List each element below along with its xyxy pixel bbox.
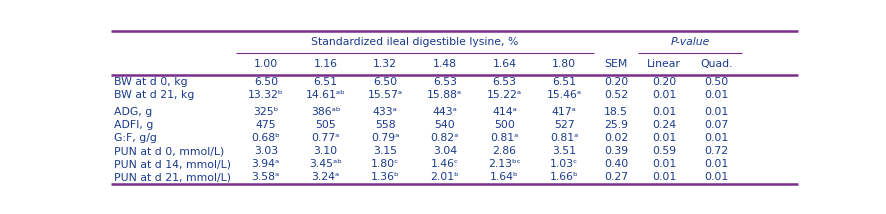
Text: 3.94ᵃ: 3.94ᵃ [252, 159, 280, 169]
Text: 500: 500 [494, 120, 515, 130]
Text: 0.77ᵃ: 0.77ᵃ [311, 133, 339, 143]
Text: 0.50: 0.50 [703, 77, 727, 87]
Text: 443ᵃ: 443ᵃ [431, 107, 457, 117]
Text: 325ᵇ: 325ᵇ [253, 107, 278, 117]
Text: BW at d 0, kg: BW at d 0, kg [113, 77, 187, 87]
Text: 2.13ᵇᶜ: 2.13ᵇᶜ [487, 159, 520, 169]
Text: 14.61ᵃᵇ: 14.61ᵃᵇ [306, 90, 345, 100]
Text: 1.80: 1.80 [551, 59, 576, 69]
Text: 2.86: 2.86 [492, 146, 516, 156]
Text: 1.16: 1.16 [313, 59, 337, 69]
Text: PUN at d 14, mmol/L): PUN at d 14, mmol/L) [113, 159, 230, 169]
Text: 1.00: 1.00 [253, 59, 277, 69]
Text: 0.52: 0.52 [603, 90, 627, 100]
Text: 6.50: 6.50 [253, 77, 277, 87]
Text: 3.45ᵃᵇ: 3.45ᵃᵇ [308, 159, 341, 169]
Text: 0.79ᵃ: 0.79ᵃ [370, 133, 399, 143]
Text: 6.51: 6.51 [552, 77, 576, 87]
Text: 15.22ᵃ: 15.22ᵃ [486, 90, 522, 100]
Text: 0.20: 0.20 [651, 77, 675, 87]
Text: 0.01: 0.01 [651, 159, 675, 169]
Text: 0.82ᵃ: 0.82ᵃ [431, 133, 458, 143]
Text: 13.32ᵇ: 13.32ᵇ [248, 90, 284, 100]
Text: 0.20: 0.20 [603, 77, 627, 87]
Text: 15.46ᵃ: 15.46ᵃ [546, 90, 581, 100]
Text: 527: 527 [553, 120, 574, 130]
Text: SEM: SEM [603, 59, 627, 69]
Text: 0.02: 0.02 [603, 133, 627, 143]
Text: 0.39: 0.39 [603, 146, 627, 156]
Text: 6.50: 6.50 [373, 77, 397, 87]
Text: 1.64: 1.64 [492, 59, 516, 69]
Text: 15.57ᵃ: 15.57ᵃ [367, 90, 402, 100]
Text: 386ᵃᵇ: 386ᵃᵇ [310, 107, 340, 117]
Text: 1.03ᶜ: 1.03ᶜ [549, 159, 578, 169]
Text: 540: 540 [434, 120, 455, 130]
Text: Linear: Linear [647, 59, 680, 69]
Text: 0.01: 0.01 [703, 159, 727, 169]
Text: 433ᵃ: 433ᵃ [372, 107, 397, 117]
Text: 1.32: 1.32 [373, 59, 397, 69]
Text: PUN at d 0, mmol/L): PUN at d 0, mmol/L) [113, 146, 223, 156]
Text: P-value: P-value [670, 37, 709, 47]
Text: 0.01: 0.01 [651, 90, 675, 100]
Text: 0.59: 0.59 [651, 146, 675, 156]
Text: 0.01: 0.01 [651, 172, 675, 182]
Text: 0.01: 0.01 [703, 172, 727, 182]
Text: 3.24ᵃ: 3.24ᵃ [311, 172, 339, 182]
Text: PUN at d 21, mmol/L): PUN at d 21, mmol/L) [113, 172, 230, 182]
Text: 1.46ᶜ: 1.46ᶜ [431, 159, 458, 169]
Text: 0.01: 0.01 [651, 107, 675, 117]
Text: 0.01: 0.01 [651, 133, 675, 143]
Text: 0.01: 0.01 [703, 133, 727, 143]
Text: 0.81ᵃ: 0.81ᵃ [490, 133, 518, 143]
Text: 0.27: 0.27 [603, 172, 627, 182]
Text: 0.01: 0.01 [703, 90, 727, 100]
Text: 3.58ᵃ: 3.58ᵃ [252, 172, 280, 182]
Text: 6.51: 6.51 [313, 77, 337, 87]
Text: 0.81ᵃ: 0.81ᵃ [549, 133, 578, 143]
Text: BW at d 21, kg: BW at d 21, kg [113, 90, 194, 100]
Text: 1.66ᵇ: 1.66ᵇ [549, 172, 578, 182]
Text: 505: 505 [315, 120, 336, 130]
Text: 6.53: 6.53 [432, 77, 456, 87]
Text: 0.24: 0.24 [651, 120, 675, 130]
Text: 3.10: 3.10 [313, 146, 338, 156]
Text: 3.51: 3.51 [552, 146, 576, 156]
Text: 0.40: 0.40 [603, 159, 627, 169]
Text: 1.64ᵇ: 1.64ᵇ [490, 172, 518, 182]
Text: 1.80ᶜ: 1.80ᶜ [370, 159, 399, 169]
Text: 0.68ᵇ: 0.68ᵇ [251, 133, 280, 143]
Text: ADG, g: ADG, g [113, 107, 152, 117]
Text: ADFI, g: ADFI, g [113, 120, 152, 130]
Text: 417ᵃ: 417ᵃ [551, 107, 576, 117]
Text: 25.9: 25.9 [603, 120, 627, 130]
Text: 15.88ᵃ: 15.88ᵃ [427, 90, 462, 100]
Text: 3.03: 3.03 [253, 146, 277, 156]
Text: 558: 558 [375, 120, 395, 130]
Text: 3.04: 3.04 [432, 146, 456, 156]
Text: 0.72: 0.72 [703, 146, 727, 156]
Text: 475: 475 [255, 120, 276, 130]
Text: 6.53: 6.53 [492, 77, 516, 87]
Text: 0.07: 0.07 [703, 120, 727, 130]
Text: Quad.: Quad. [699, 59, 732, 69]
Text: G:F, g/g: G:F, g/g [113, 133, 156, 143]
Text: 18.5: 18.5 [603, 107, 627, 117]
Text: 1.48: 1.48 [432, 59, 456, 69]
Text: Standardized ileal digestible lysine, %: Standardized ileal digestible lysine, % [311, 37, 518, 47]
Text: 0.01: 0.01 [703, 107, 727, 117]
Text: 1.36ᵇ: 1.36ᵇ [370, 172, 399, 182]
Text: 3.15: 3.15 [373, 146, 397, 156]
Text: 2.01ᵇ: 2.01ᵇ [430, 172, 459, 182]
Text: 414ᵃ: 414ᵃ [492, 107, 517, 117]
